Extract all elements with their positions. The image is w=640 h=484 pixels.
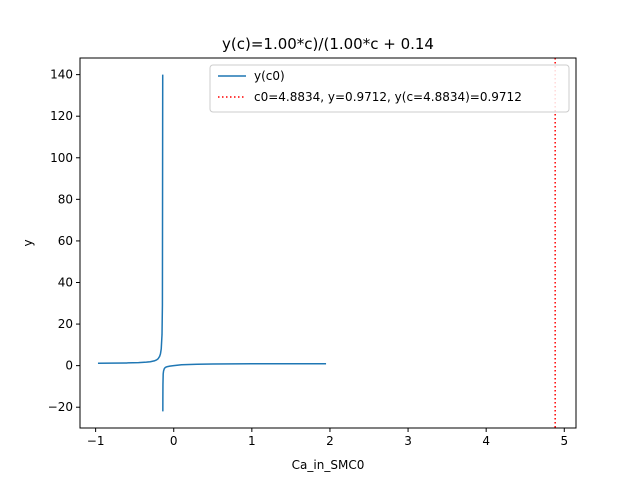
y-axis-label: y <box>21 239 35 246</box>
x-tick-label: 1 <box>248 434 256 448</box>
y-tick-label: 40 <box>58 275 73 289</box>
y-tick-label: 120 <box>50 109 73 123</box>
y-tick-label: 20 <box>58 317 73 331</box>
y-tick-label: 0 <box>65 359 73 373</box>
y-tick-label: 140 <box>50 68 73 82</box>
series-line-y-c0-segment-1 <box>97 74 164 364</box>
legend-label: y(c0) <box>254 69 285 83</box>
y-tick-label: 100 <box>50 151 73 165</box>
y-tick-label: −20 <box>48 400 73 414</box>
x-tick-label: 3 <box>404 434 412 448</box>
y-tick-label: 80 <box>58 192 73 206</box>
x-tick-label: −1 <box>87 434 105 448</box>
x-tick-label: 4 <box>482 434 490 448</box>
data-layer <box>97 58 556 428</box>
x-tick-label: 5 <box>560 434 568 448</box>
axes-frame <box>79 57 577 429</box>
y-tick-label: 60 <box>58 234 73 248</box>
chart-title: y(c)=1.00*c)/(1.00*c + 0.14 <box>222 35 434 53</box>
x-tick-label: 2 <box>326 434 334 448</box>
y-axis-ticks: −20 0 20 40 60 80 100 120 140 <box>48 68 80 414</box>
series-line-y-c0-segment-2 <box>162 362 327 412</box>
x-axis-ticks: −1 0 1 2 3 4 5 <box>87 428 568 448</box>
legend: y(c0) c0=4.8834, y=0.9712, y(c=4.8834)=0.… <box>209 64 570 113</box>
x-tick-label: 0 <box>170 434 178 448</box>
x-axis-label: Ca_in_SMC0 <box>292 458 365 472</box>
legend-label: c0=4.8834, y=0.9712, y(c=4.8834)=0.9712 <box>254 90 522 104</box>
plot-area <box>80 58 576 428</box>
legend-box <box>209 64 570 113</box>
